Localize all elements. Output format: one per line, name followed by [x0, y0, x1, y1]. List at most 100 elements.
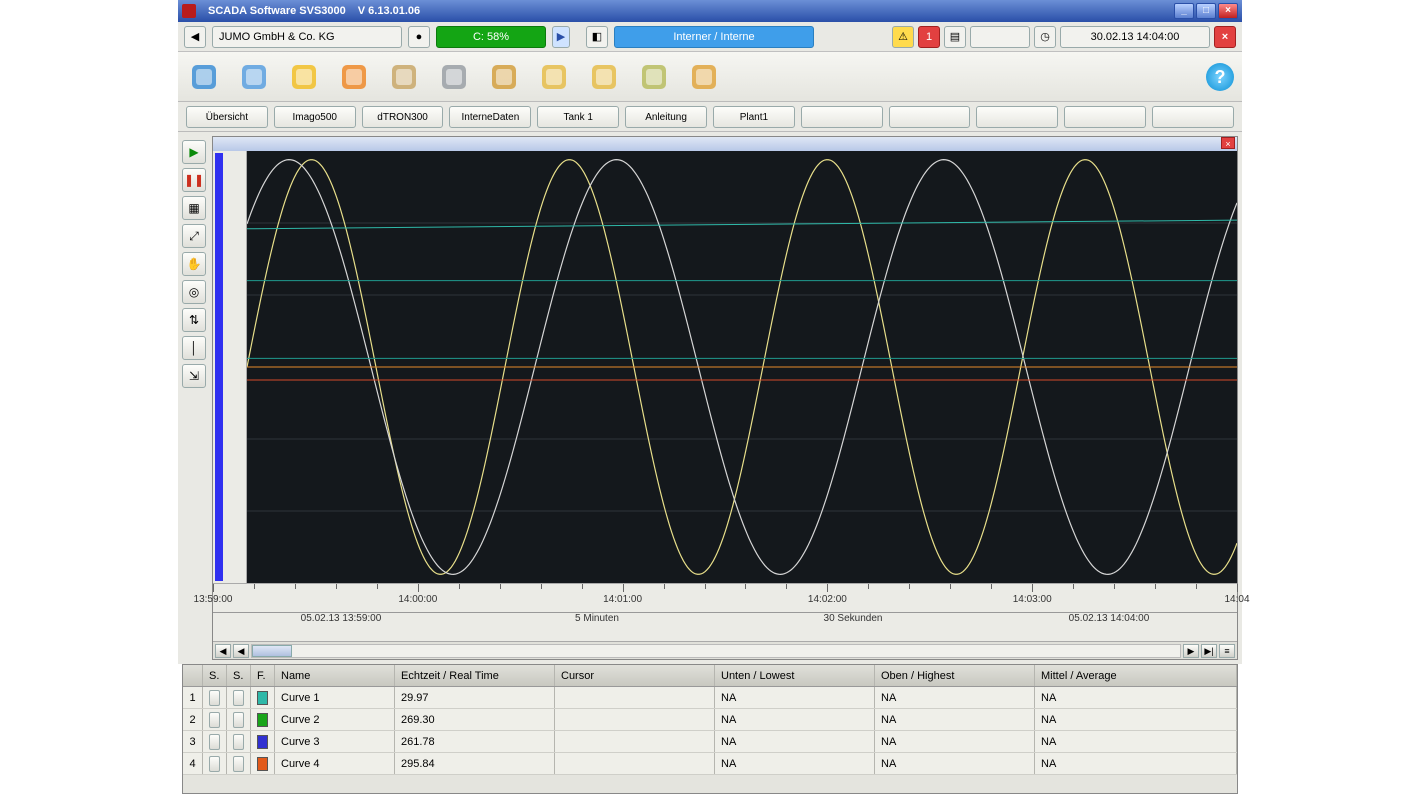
row-flag1[interactable]	[203, 731, 227, 752]
tab-blank-11[interactable]	[1152, 106, 1234, 128]
x-tick-label: 14:04	[1224, 594, 1249, 605]
refresh-icon[interactable]	[686, 59, 722, 95]
row-color[interactable]	[251, 709, 275, 730]
gear-icon[interactable]	[636, 59, 672, 95]
row-name: Curve 2	[275, 709, 395, 730]
key-icon[interactable]	[486, 59, 522, 95]
row-index: 1	[183, 687, 203, 708]
plot-area[interactable]	[247, 151, 1237, 583]
table-row[interactable]: 1Curve 129.97NANANA	[183, 687, 1237, 709]
titlebar: SCADA Software SVS3000 V 6.13.01.06 _ □ …	[178, 0, 1242, 22]
tab-Anleitung[interactable]: Anleitung	[625, 106, 707, 128]
export-button[interactable]: ⇲	[182, 364, 206, 388]
info-icon[interactable]: ▤	[944, 26, 966, 48]
row-lowest: NA	[715, 687, 875, 708]
tab-strip: Übersicht Imago500 dTRON300InterneDaten Tan…	[178, 102, 1242, 132]
disk-status: C: 58%	[436, 26, 546, 48]
scroll-track[interactable]	[251, 644, 1181, 658]
tab-InterneDaten[interactable]: InterneDaten	[449, 106, 531, 128]
row-realtime: 295.84	[395, 753, 555, 774]
table-row[interactable]: 3Curve 3261.78NANANA	[183, 731, 1237, 753]
y-axis-colorbar	[215, 153, 223, 581]
scroll-left-button[interactable]: ◀	[215, 644, 231, 658]
row-flag2[interactable]	[227, 731, 251, 752]
row-flag2[interactable]	[227, 753, 251, 774]
row-flag1[interactable]	[203, 687, 227, 708]
table-row[interactable]: 4Curve 4295.84NANANA	[183, 753, 1237, 775]
nav-next-button[interactable]: ▶	[552, 26, 570, 48]
row-flag2[interactable]	[227, 687, 251, 708]
tab-Imago500[interactable]: Imago500	[274, 106, 356, 128]
maximize-button[interactable]: □	[1196, 3, 1216, 19]
row-index: 3	[183, 731, 203, 752]
window-icon[interactable]	[236, 59, 272, 95]
zoom-button[interactable]: ⤢	[182, 224, 206, 248]
h-scrollbar[interactable]: ◀ ◀ ▶ ▶| ≡	[213, 641, 1237, 659]
row-highest: NA	[875, 731, 1035, 752]
scroll-menu-button[interactable]: ≡	[1219, 644, 1235, 658]
row-color[interactable]	[251, 687, 275, 708]
scroll-end-button[interactable]: ▶|	[1201, 644, 1217, 658]
warning-icon[interactable]	[286, 59, 322, 95]
x-tick-label: 14:03:00	[1013, 594, 1052, 605]
grid-button[interactable]: ▦	[182, 196, 206, 220]
row-cursor	[555, 753, 715, 774]
row-realtime: 269.30	[395, 709, 555, 730]
row-lowest: NA	[715, 709, 875, 730]
tab-Tank 1[interactable]: Tank 1	[537, 106, 619, 128]
home-icon[interactable]	[186, 59, 222, 95]
scroll-left2-button[interactable]: ◀	[233, 644, 249, 658]
play-button[interactable]: ▶	[182, 140, 206, 164]
row-flag1[interactable]	[203, 709, 227, 730]
scroll-thumb[interactable]	[252, 645, 292, 657]
tab-dTRON300[interactable]: dTRON300	[362, 106, 444, 128]
cursor-button[interactable]: │	[182, 336, 206, 360]
row-flag1[interactable]	[203, 753, 227, 774]
x-axis-segment: 05.02.13 14:04:00	[981, 612, 1237, 628]
alert-count[interactable]: 1	[918, 26, 940, 48]
row-lowest: NA	[715, 731, 875, 752]
row-color[interactable]	[251, 753, 275, 774]
y-axis	[213, 151, 247, 583]
alert-icon[interactable]: ⚠	[892, 26, 914, 48]
print-icon[interactable]	[436, 59, 472, 95]
icon-toolbar: ?	[178, 52, 1242, 102]
row-realtime: 261.78	[395, 731, 555, 752]
tab-Plant1[interactable]: Plant1	[713, 106, 795, 128]
arrow-icon[interactable]	[336, 59, 372, 95]
chart-close-button[interactable]: ×	[1221, 137, 1235, 149]
wand2-icon[interactable]	[586, 59, 622, 95]
x-axis: 13:59:0014:00:0014:01:0014:02:0014:03:00…	[213, 583, 1237, 641]
tab-blank-8[interactable]	[889, 106, 971, 128]
help-button[interactable]: ?	[1206, 63, 1234, 91]
snap-button[interactable]: ◎	[182, 280, 206, 304]
th-idx	[183, 665, 203, 686]
row-average: NA	[1035, 709, 1237, 730]
panel-close-button[interactable]: ×	[1214, 26, 1236, 48]
th-average: Mittel / Average	[1035, 665, 1237, 686]
row-color[interactable]	[251, 731, 275, 752]
tab-blank-9[interactable]	[976, 106, 1058, 128]
nav-prev-button[interactable]: ◀	[184, 26, 206, 48]
row-cursor	[555, 687, 715, 708]
copy-icon[interactable]	[386, 59, 422, 95]
row-index: 4	[183, 753, 203, 774]
row-highest: NA	[875, 753, 1035, 774]
measure-button[interactable]: ⇅	[182, 308, 206, 332]
minimize-button[interactable]: _	[1174, 3, 1194, 19]
close-button[interactable]: ×	[1218, 3, 1238, 19]
mode-icon: ◧	[586, 26, 608, 48]
row-flag2[interactable]	[227, 709, 251, 730]
hand-button[interactable]: ✋	[182, 252, 206, 276]
scroll-right-button[interactable]: ▶	[1183, 644, 1199, 658]
tab-Übersicht[interactable]: Übersicht	[186, 106, 268, 128]
table-row[interactable]: 2Curve 2269.30NANANA	[183, 709, 1237, 731]
tab-blank-10[interactable]	[1064, 106, 1146, 128]
app-icon	[182, 4, 196, 18]
row-name: Curve 1	[275, 687, 395, 708]
app-window: SCADA Software SVS3000 V 6.13.01.06 _ □ …	[178, 0, 1242, 798]
wand-icon[interactable]	[536, 59, 572, 95]
row-average: NA	[1035, 753, 1237, 774]
pause-button[interactable]: ❚❚	[182, 168, 206, 192]
tab-blank-7[interactable]	[801, 106, 883, 128]
